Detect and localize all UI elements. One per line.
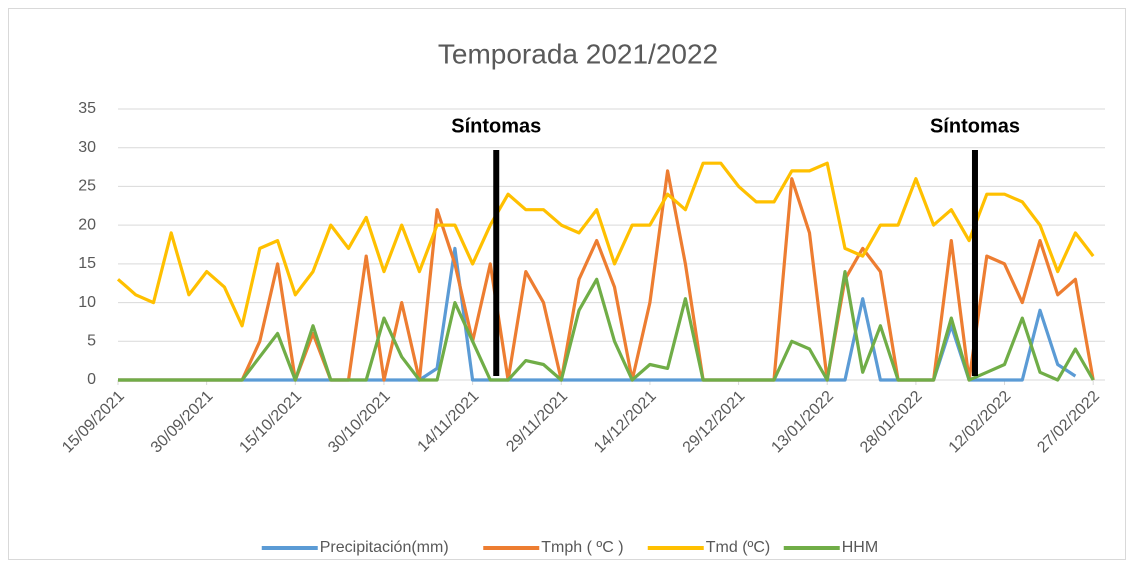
- y-tick-label: 20: [78, 216, 96, 233]
- y-tick-label: 15: [78, 255, 96, 272]
- series-line: [118, 270, 1095, 382]
- chart-title: Temporada 2021/2022: [438, 38, 718, 69]
- y-tick-label: 0: [87, 371, 96, 388]
- annotation-label: Síntomas: [930, 115, 1020, 137]
- annotation-label: Síntomas: [451, 115, 541, 137]
- chart-border: [8, 8, 1126, 560]
- legend: Precipitación(mm) Tmph ( ºC ) Tmd (ºC) HHM: [261, 539, 878, 556]
- series-line: [116, 161, 1095, 328]
- legend-label: HHM: [842, 539, 878, 556]
- y-tick-label: 25: [78, 178, 96, 195]
- y-tick-label: 30: [78, 139, 96, 156]
- legend-label: Tmd (ºC): [706, 539, 771, 556]
- legend-label: Precipitación(mm): [320, 539, 449, 556]
- legend-label: Tmph ( ºC ): [541, 539, 623, 556]
- y-tick-label: 35: [78, 100, 96, 117]
- y-tick-label: 5: [87, 333, 96, 350]
- y-tick-label: 10: [78, 294, 96, 311]
